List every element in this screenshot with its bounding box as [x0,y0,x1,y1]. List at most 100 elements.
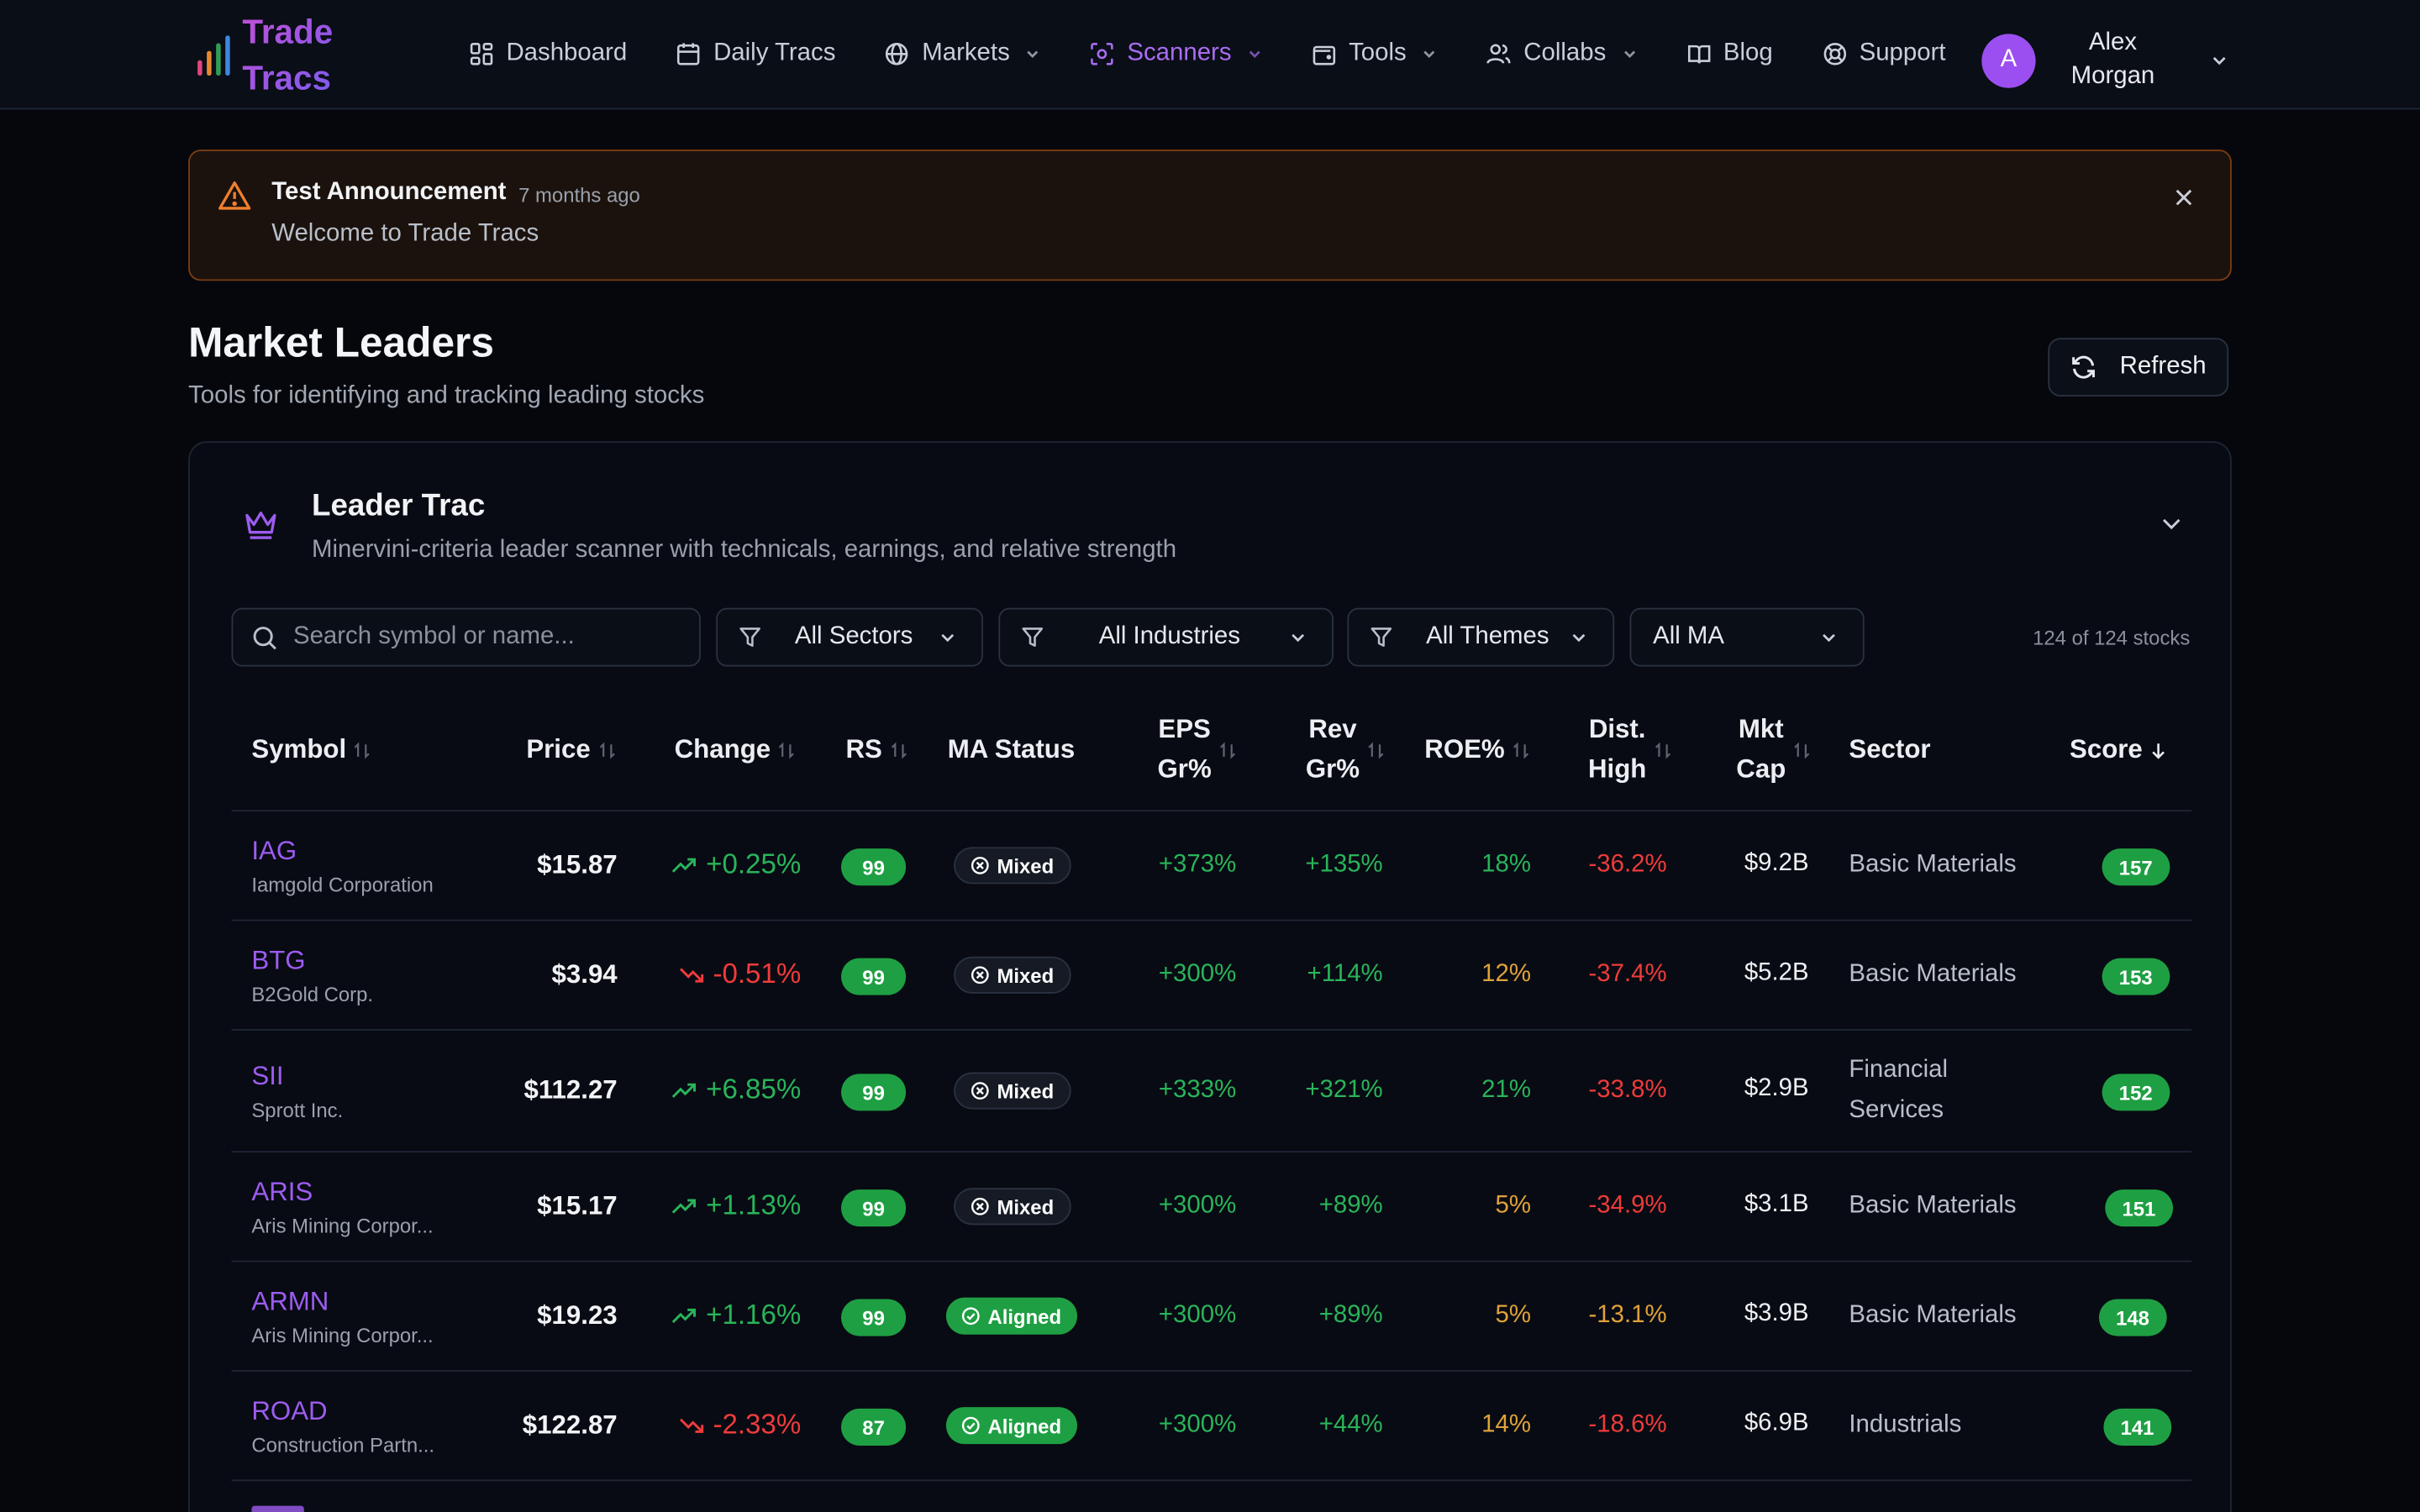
ma-filter[interactable]: All MA [1629,607,1865,667]
table-row-partial[interactable] [232,1481,2192,1512]
filter-icon [1022,627,1044,647]
row-eps-growth: +333% [1158,1077,1237,1104]
rs-badge: 99 [841,1074,907,1111]
sort-icon [355,741,371,759]
row-price: $112.27 [523,1075,618,1105]
theme-filter[interactable]: All Themes [1347,607,1615,667]
col-roe[interactable]: ROE% [1424,730,1529,770]
row-company-name: Iamgold Corporation [251,873,434,897]
row-change: +1.16% [616,1299,801,1332]
row-sector: Basic Materials [1849,851,2017,879]
row-symbol[interactable]: ARIS [251,1177,313,1207]
theme-filter-value: All Themes [1426,623,1549,650]
score-badge: 148 [2098,1299,2167,1336]
refresh-icon [2073,355,2096,379]
table-row[interactable]: ARIS Aris Mining Corpor... $15.17 +1.13%… [231,1152,2192,1263]
table-row[interactable]: IAG Iamgold Corporation $15.87 +0.25% 99… [231,811,2192,921]
industry-filter[interactable]: All Industries [998,607,1334,667]
sector-filter[interactable]: All Sectors [716,607,983,667]
partial-row-symbol [251,1505,304,1512]
nav-blog[interactable]: Blog [1686,40,1773,68]
nav-label: Markets [922,39,1010,66]
row-company-name: Construction Partn... [251,1433,435,1457]
row-dist-high: -18.6% [1588,1411,1667,1438]
trend-up-icon [672,857,697,872]
chevron-down-icon [1823,633,1835,643]
chevron-down-icon[interactable] [2210,51,2228,70]
row-symbol[interactable]: ROAD [251,1396,328,1426]
col-rs[interactable]: RS [846,730,908,770]
check-circle-icon [961,1307,980,1326]
row-dist-high: -37.4% [1588,961,1667,988]
collapse-chevron-icon[interactable] [2160,511,2184,535]
row-mkt-cap: $9.2B [1744,850,1809,877]
logo-text: Trade Tracs [242,9,333,102]
nav-label: Blog [1723,39,1773,66]
user-name: Alex Morgan [2070,29,2155,90]
row-price: $19.23 [537,1300,618,1331]
nav-scanners[interactable]: Scanners [1090,40,1262,68]
col-dist-high[interactable]: Dist. High [1588,710,1671,790]
sort-icon [1219,741,1236,759]
logo[interactable]: Trade Tracs [197,9,333,102]
rs-badge: 87 [841,1408,907,1446]
ma-status-badge: Mixed [954,847,1071,885]
col-eps-growth[interactable]: EPS Gr% [1158,710,1237,790]
filter-icon [739,627,760,647]
row-roe: 21% [1481,1077,1532,1104]
row-rev-growth: +114% [1307,961,1383,988]
table-row[interactable]: ROAD Construction Partn... $122.87 -2.33… [231,1372,2192,1482]
rs-badge: 99 [841,848,907,886]
row-symbol[interactable]: IAG [251,836,297,866]
ma-filter-value: All MA [1653,623,1725,650]
table-row[interactable]: SII Sprott Inc. $112.27 +6.85% 99 Mixed … [231,1031,2192,1153]
col-rev-growth[interactable]: Rev Gr% [1306,710,1385,790]
scan-icon [1091,43,1114,66]
row-mkt-cap: $6.9B [1744,1410,1809,1436]
table-row[interactable]: ARMN Aris Mining Corpor... $19.23 +1.16%… [231,1262,2192,1372]
nav-daily-tracs[interactable]: Daily Tracs [676,40,835,68]
nav-dashboard[interactable]: Dashboard [469,40,627,68]
col-score[interactable]: Score [2070,730,2167,770]
refresh-button[interactable]: Refresh [2048,338,2229,397]
row-price: $15.17 [537,1190,618,1221]
row-price: $122.87 [522,1410,618,1440]
user-menu[interactable]: A Alex Morgan [1981,26,2228,94]
nav-tools[interactable]: Tools [1312,40,1437,68]
users-icon [1486,44,1512,64]
row-symbol[interactable]: SII [251,1061,284,1091]
row-mkt-cap: $5.2B [1744,959,1809,986]
nav-collabs[interactable]: Collabs [1486,40,1637,68]
row-eps-growth: +300% [1158,961,1237,988]
calendar-icon [677,43,700,66]
score-badge: 153 [2102,958,2170,995]
check-circle-icon [961,1416,980,1435]
nav-markets[interactable]: Markets [885,40,1040,68]
row-symbol[interactable]: ARMN [251,1286,329,1316]
avatar[interactable]: A [1981,33,2036,87]
chevron-down-icon [1027,50,1039,58]
col-symbol[interactable]: Symbol [251,730,371,770]
rs-badge: 99 [841,1189,907,1227]
search-input[interactable] [290,622,682,653]
col-mkt-cap[interactable]: Mkt Cap [1736,710,1810,790]
row-roe: 18% [1481,851,1532,879]
x-circle-icon [971,857,989,874]
row-company-name: Aris Mining Corpor... [251,1323,434,1347]
close-icon[interactable] [2169,182,2200,213]
row-rev-growth: +89% [1318,1302,1383,1329]
table-row[interactable]: BTG B2Gold Corp. $3.94 -0.51% 99 Mixed +… [231,921,2192,1031]
row-symbol[interactable]: BTG [251,945,306,975]
trend-up-icon [672,1307,697,1323]
card-title: Leader Trac [312,489,486,523]
search-field[interactable] [231,607,701,667]
nav-support[interactable]: Support [1823,40,1946,68]
col-change[interactable]: Change [675,730,796,770]
announcement-body: Welcome to Trade Tracs [271,220,539,247]
trend-down-icon [679,1417,704,1433]
row-dist-high: -34.9% [1588,1192,1667,1219]
row-sector: Basic Materials [1849,961,2017,988]
col-price[interactable]: Price [526,730,615,770]
row-sector: Industrials [1849,1411,1962,1438]
row-eps-growth: +300% [1158,1192,1237,1219]
